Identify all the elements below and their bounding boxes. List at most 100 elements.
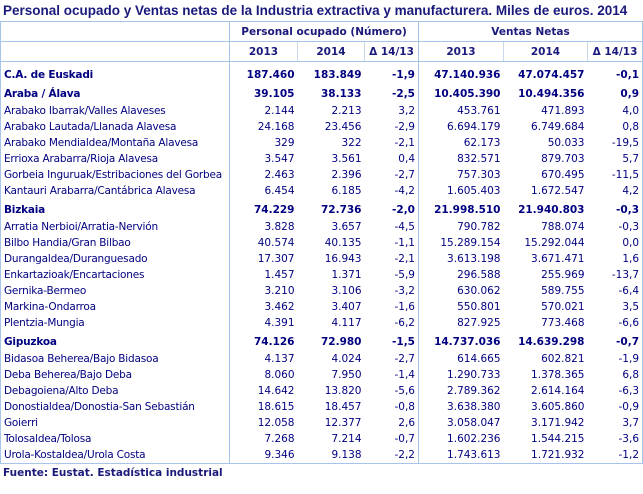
cell-value: 3.613.198	[418, 251, 504, 267]
cell-value: 4,0	[622, 105, 640, 117]
cell-value: 12.058	[229, 415, 298, 431]
cell-value: 21.998.510	[418, 199, 504, 219]
table-body: C.A. de Euskadi 187.460 183.849 -1,9 47.140.…	[1, 61, 643, 464]
cell-value: 322	[341, 137, 362, 149]
cell-value: -6,3	[618, 385, 640, 397]
cell-value: 18.457	[324, 401, 362, 413]
table-row: Debagoiena/Alto Deba 14.642 13.820 -5,6 2.78…	[1, 383, 643, 399]
cell-value: -1,1	[394, 237, 416, 249]
table-row: Durangaldea/Duranguesado 17.307 16.943 -2,1…	[1, 251, 643, 267]
col-header: 2014	[503, 41, 588, 62]
cell-value: 47.140.936	[418, 61, 504, 83]
table-row: Bizkaia 74.229 72.736 -2,0 21.998.510 21.940.…	[1, 199, 643, 219]
row-label: Arabako Mendialdea/Montaña Alavesa	[4, 137, 199, 149]
table-row: Gernika-Bermeo 3.210 3.106 -3,2 630.062 589.7…	[1, 283, 643, 299]
cell-value: 6,8	[622, 369, 640, 381]
cell-value: -11,5	[611, 169, 640, 181]
cell-value: 7.268	[229, 431, 298, 447]
table-row: Deba Beherea/Bajo Deba 8.060 7.950 -1,4 1.29…	[1, 367, 643, 383]
table-row: Bidasoa Beherea/Bajo Bidasoa 4.137 4.024 -2…	[1, 351, 643, 367]
cell-value: 550.801	[418, 299, 504, 315]
cell-value: 62.173	[418, 135, 504, 151]
cell-value: -5,9	[394, 269, 416, 281]
cell-value: -3,2	[394, 285, 416, 297]
cell-value: 5,7	[622, 153, 640, 165]
row-label: Debagoiena/Alto Deba	[4, 385, 119, 397]
cell-value: -4,2	[394, 185, 416, 197]
cell-value: 6.694.179	[418, 119, 504, 135]
table-row: Gorbeia Inguruak/Estribaciones del Gorbe…	[1, 167, 643, 183]
cell-value: 790.782	[418, 219, 504, 235]
cell-value: 3,5	[622, 301, 640, 313]
cell-value: 2.213	[331, 105, 362, 117]
cell-value: 72.980	[320, 336, 362, 348]
cell-value: 589.755	[541, 285, 585, 297]
cell-value: 74.126	[229, 331, 298, 351]
cell-value: 14.639.298	[518, 336, 585, 348]
row-label: Araba / Álava	[4, 88, 81, 100]
cell-value: -1,4	[394, 369, 416, 381]
table-row: Urola-Kostaldea/Urola Costa 9.346 9.138 -2,…	[1, 447, 643, 464]
cell-value: 9.346	[229, 447, 298, 464]
cell-value: -2,1	[394, 137, 416, 149]
cell-value: 1.378.365	[531, 369, 585, 381]
row-label: Durangaldea/Duranguesado	[4, 253, 148, 265]
page-title: Personal ocupado y Ventas netas de la In…	[3, 3, 628, 18]
cell-value: 471.893	[541, 105, 585, 117]
cell-value: -1,9	[392, 69, 415, 81]
row-label: Urola-Kostaldea/Urola Costa	[4, 449, 146, 461]
cell-value: 0,9	[620, 88, 640, 100]
cell-value: 773.468	[541, 317, 585, 329]
table-row: Goierri 12.058 12.377 2,6 3.058.047 3.171.942…	[1, 415, 643, 431]
cell-value: -2,0	[392, 204, 415, 216]
cell-value: 39.105	[229, 83, 298, 103]
cell-value: 18.615	[229, 399, 298, 415]
cell-value: 17.307	[229, 251, 298, 267]
cell-value: -6,6	[618, 317, 640, 329]
cell-value: 13.820	[324, 385, 362, 397]
cell-value: -0,3	[618, 221, 640, 233]
cell-value: 15.292.044	[524, 237, 585, 249]
cell-value: 3.407	[331, 301, 362, 313]
cell-value: 187.460	[229, 61, 298, 83]
table-row: Gipuzkoa 74.126 72.980 -1,5 14.737.036 14.639…	[1, 331, 643, 351]
cell-value: 3.210	[229, 283, 298, 299]
cell-value: 21.940.803	[518, 204, 585, 216]
cell-value: -1,2	[618, 449, 640, 461]
cell-value: 40.135	[324, 237, 362, 249]
cell-value: 570.021	[541, 301, 585, 313]
cell-value: -2,5	[392, 88, 415, 100]
cell-value: -0,1	[616, 69, 640, 81]
cell-value: 879.703	[541, 153, 585, 165]
cell-value: 2.614.164	[531, 385, 585, 397]
cell-value: 2.144	[229, 103, 298, 119]
cell-value: 3.561	[331, 153, 362, 165]
cell-value: 10.494.356	[518, 88, 585, 100]
cell-value: 1.743.613	[418, 447, 504, 464]
cell-value: 0,8	[622, 121, 640, 133]
row-label: Arratia Nerbioi/Arratia-Nervión	[4, 221, 158, 233]
cell-value: 8.060	[229, 367, 298, 383]
row-label: Markina-Ondarroa	[4, 301, 96, 313]
cell-value: -4,5	[394, 221, 416, 233]
cell-value: -3,6	[618, 433, 640, 445]
cell-value: 1.371	[331, 269, 362, 281]
cell-value: 3.605.860	[531, 401, 585, 413]
cell-value: 9.138	[331, 449, 362, 461]
table-row: Errioxa Arabarra/Rioja Alavesa 3.547 3.561…	[1, 151, 643, 167]
cell-value: 453.761	[418, 103, 504, 119]
cell-value: 3.547	[229, 151, 298, 167]
cell-value: 38.133	[320, 88, 362, 100]
row-label: Arabako Ibarrak/Valles Alaveses	[4, 105, 166, 117]
cell-value: -1,9	[618, 353, 640, 365]
group-header-ventas: Ventas Netas	[417, 21, 643, 42]
cell-value: 72.736	[320, 204, 362, 216]
table-row: Enkartazioak/Encartaciones 1.457 1.371 -5,9…	[1, 267, 643, 283]
table-row: Bilbo Handia/Gran Bilbao 40.574 40.135 -1,1…	[1, 235, 643, 251]
cell-value: 74.229	[229, 199, 298, 219]
cell-value: 788.074	[541, 221, 585, 233]
table-row: Arabako Mendialdea/Montaña Alavesa 329 322…	[1, 135, 643, 151]
cell-value: -2,2	[394, 449, 416, 461]
row-label: Plentzia-Mungia	[4, 317, 85, 329]
cell-value: 832.571	[418, 151, 504, 167]
